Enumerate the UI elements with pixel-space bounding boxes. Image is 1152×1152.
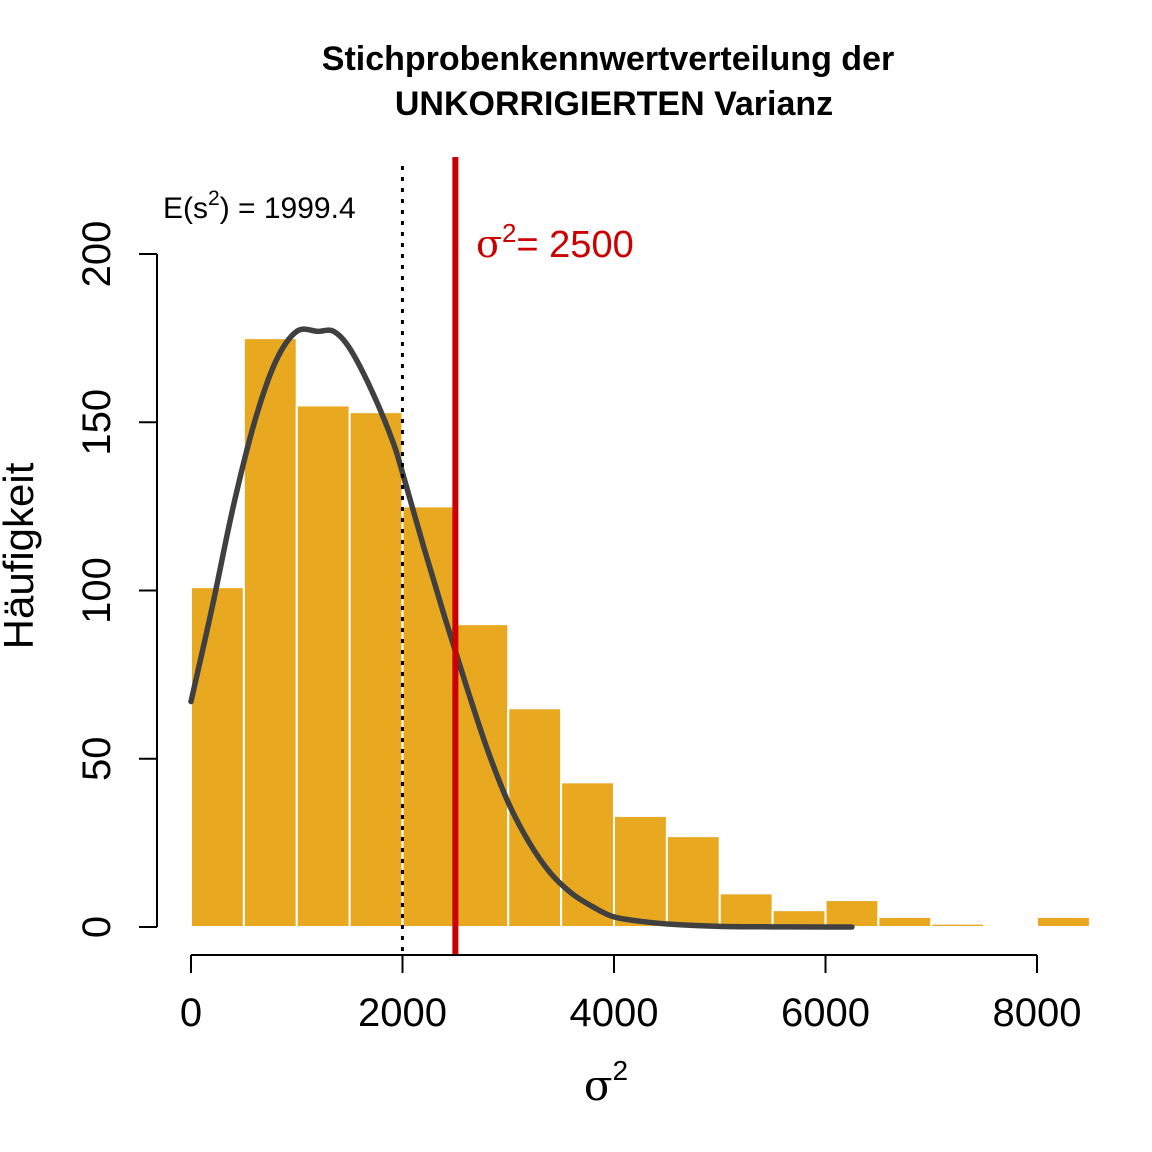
x-tick-label-0: 0 — [180, 991, 202, 1035]
y-tick-label-2: 100 — [75, 557, 119, 624]
histogram-bar-12 — [824, 899, 880, 929]
x-tick-label-4: 8000 — [993, 991, 1082, 1035]
chart-title-line1: Stichprobenkennwertverteilung der — [322, 40, 894, 78]
reference-lines — [400, 157, 459, 955]
histogram-bar-13 — [877, 915, 933, 929]
mean-line-label: E(s2) = 1999.4 — [163, 187, 356, 225]
histogram-bar-16 — [1036, 915, 1091, 929]
y-tick-label-4: 200 — [75, 221, 119, 288]
y-axis-label: Häufigkeit — [0, 462, 42, 649]
histogram-bar-2 — [295, 404, 351, 928]
histogram-bar-8 — [613, 814, 668, 929]
x-tick-label-2: 4000 — [570, 991, 659, 1035]
histogram-bars — [190, 337, 1091, 929]
x-tick-label-1: 2000 — [358, 991, 447, 1035]
x-tick-label-3: 6000 — [781, 991, 870, 1035]
histogram-bar-10 — [718, 892, 774, 928]
true-variance-label: σ2= 2500 — [476, 218, 634, 266]
histogram-bar-4 — [401, 505, 457, 928]
histogram-bar-0 — [190, 586, 245, 928]
axes: 0 2000 4000 6000 8000 0 50 100 150 200 — [75, 221, 1081, 1035]
histogram-bar-14 — [930, 922, 986, 929]
x-axis-label: σ2 — [584, 1055, 628, 1110]
y-tick-label-3: 150 — [75, 389, 119, 456]
y-tick-label-1: 50 — [75, 737, 119, 782]
density-curve — [188, 326, 855, 930]
chart-title-line2: UNKORRIGIERTEN Varianz — [395, 85, 833, 123]
histogram-bar-9 — [665, 835, 721, 929]
histogram-bar-3 — [348, 411, 404, 928]
density-curve-layer — [188, 326, 855, 930]
y-tick-label-0: 0 — [75, 916, 119, 938]
